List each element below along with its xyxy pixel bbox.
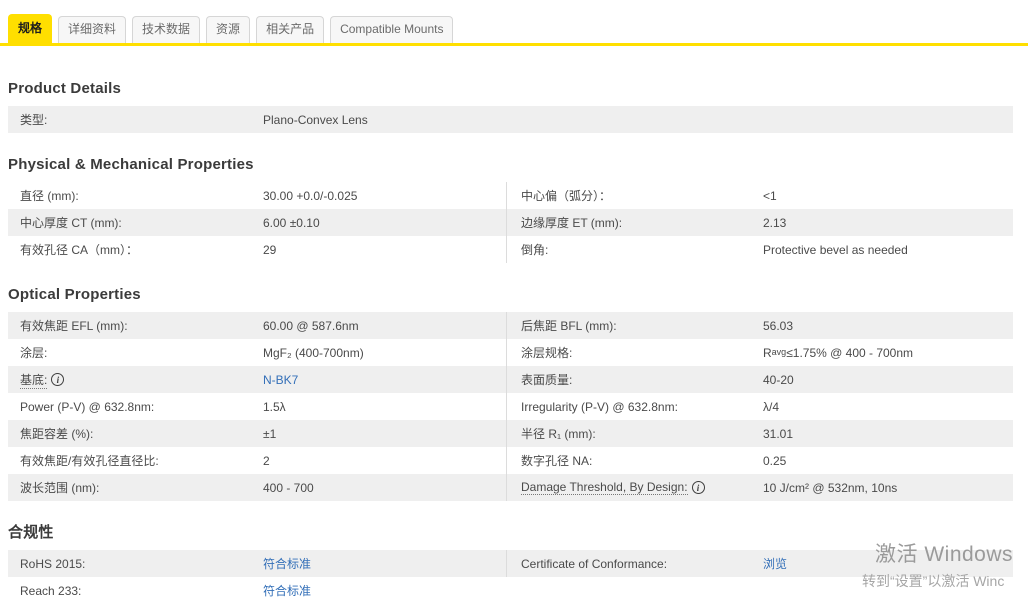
spec-value: 400 - 700 (263, 480, 314, 495)
spec-label: 波长范围 (nm): (20, 481, 100, 495)
spec-value: 1.5λ (263, 399, 286, 414)
spec-label: Irregularity (P-V) @ 632.8nm: (506, 393, 763, 420)
spec-label: 有效孔径 CA（mm）： (20, 243, 138, 257)
spec-content: Product Details 类型: Plano-Convex Lens Ph… (0, 80, 1028, 604)
spec-label: Damage Threshold, By Design: i (506, 474, 763, 501)
section-heading-compliance: 合规性 (8, 524, 54, 541)
spec-label: 表面质量: (506, 366, 763, 393)
table-row: 有效焦距 EFL (mm): 60.00 @ 587.6nm 后焦距 BFL (… (8, 312, 1013, 339)
spec-value: 符合标准 (263, 550, 506, 577)
spec-value: 6.00 ±0.10 (263, 215, 320, 230)
table-row: 波长范围 (nm): 400 - 700 Damage Threshold, B… (8, 474, 1013, 501)
table-row: 中心厚度 CT (mm): 6.00 ±0.10 边缘厚度 ET (mm): 2… (8, 209, 1013, 236)
spec-value: 0.25 (763, 453, 787, 468)
tab-compatible-mounts[interactable]: Compatible Mounts (330, 16, 454, 43)
optical-table: 有效焦距 EFL (mm): 60.00 @ 587.6nm 后焦距 BFL (… (8, 312, 1013, 501)
spec-value: MgF₂ (400-700nm) (263, 345, 364, 360)
spec-label: 中心偏（弧分）： (506, 182, 763, 209)
spec-value: <1 (763, 188, 777, 203)
spec-value: ±1 (263, 426, 277, 441)
spec-value: 40-20 (763, 372, 794, 387)
table-row: RoHS 2015: 符合标准 Certificate of Conforman… (8, 550, 1013, 577)
spec-value: Plano-Convex Lens (263, 112, 368, 127)
table-row: Reach 233: 符合标准 (8, 577, 1013, 604)
tab-technical-data[interactable]: 技术数据 (132, 16, 201, 43)
spec-value: Protective bevel as needed (763, 242, 908, 257)
table-row: Power (P-V) @ 632.8nm: 1.5λ Irregularity… (8, 393, 1013, 420)
spec-label: 半径 R₁ (mm): (506, 420, 763, 447)
table-row: 有效焦距/有效孔径直径比: 2 数字孔径 NA: 0.25 (8, 447, 1013, 474)
spec-value: 29 (263, 242, 277, 257)
spec-label: RoHS 2015: (20, 556, 86, 571)
certificate-view-link[interactable]: 浏览 (763, 557, 788, 571)
spec-label: 数字孔径 NA: (506, 447, 763, 474)
tab-related-products[interactable]: 相关产品 (256, 16, 325, 43)
value-base: R (763, 345, 772, 360)
spec-value: 31.01 (763, 426, 794, 441)
spec-value: 2 (263, 453, 270, 468)
section-heading-optical: Optical Properties (8, 286, 141, 303)
table-row: 基底: i N-BK7 表面质量: 40-20 (8, 366, 1013, 393)
tab-resources[interactable]: 资源 (206, 16, 251, 43)
spec-label: 基底: i (8, 366, 263, 393)
section-heading-product-details: Product Details (8, 80, 122, 97)
table-row: 直径 (mm): 30.00 +0.0/-0.025 中心偏（弧分）： <1 (8, 182, 1013, 209)
substrate-label: 基底: (20, 372, 48, 389)
spec-value: 60.00 @ 587.6nm (263, 318, 359, 333)
substrate-link[interactable]: N-BK7 (263, 372, 299, 387)
value-subscript: avg (771, 347, 787, 357)
spec-label: 倒角: (506, 236, 763, 263)
spec-value: N-BK7 (263, 366, 506, 393)
rohs-compliant-link[interactable]: 符合标准 (263, 557, 312, 571)
spec-label: 涂层: (20, 346, 48, 360)
section-heading-physical: Physical & Mechanical Properties (8, 156, 254, 173)
tab-bar: 规格 详细资料 技术数据 资源 相关产品 Compatible Mounts (0, 0, 1028, 43)
spec-label: 类型: (20, 113, 48, 127)
table-row: 焦距容差 (%): ±1 半径 R₁ (mm): 31.01 (8, 420, 1013, 447)
spec-label: 有效焦距 EFL (mm): (20, 319, 128, 333)
damage-threshold-label: Damage Threshold, By Design: (521, 480, 688, 495)
compliance-table: RoHS 2015: 符合标准 Certificate of Conforman… (8, 550, 1013, 604)
reach-compliant-link[interactable]: 符合标准 (263, 584, 312, 598)
spec-value: 10 J/cm² @ 532nm, 10ns (763, 480, 898, 495)
spec-value: λ/4 (763, 399, 780, 414)
tab-details[interactable]: 详细资料 (58, 16, 127, 43)
spec-label: 边缘厚度 ET (mm): (506, 209, 763, 236)
product-details-table: 类型: Plano-Convex Lens (8, 106, 1013, 133)
accent-underline-bar (0, 43, 1028, 46)
tab-specifications[interactable]: 规格 (8, 14, 53, 43)
value-rest: ≤1.75% @ 400 - 700nm (786, 345, 914, 360)
info-icon[interactable]: i (51, 373, 65, 386)
spec-label: 后焦距 BFL (mm): (506, 312, 763, 339)
spec-label: Certificate of Conformance: (506, 550, 763, 577)
spec-value: 56.03 (763, 318, 794, 333)
spec-label: 直径 (mm): (20, 189, 79, 203)
physical-table: 直径 (mm): 30.00 +0.0/-0.025 中心偏（弧分）： <1 中… (8, 182, 1013, 263)
spec-label: 中心厚度 CT (mm): (20, 216, 122, 230)
spec-value: 30.00 +0.0/-0.025 (263, 188, 358, 203)
info-icon[interactable]: i (691, 481, 705, 494)
spec-label: 涂层规格: (506, 339, 763, 366)
spec-label: 有效焦距/有效孔径直径比: (20, 454, 159, 468)
spec-value: 2.13 (763, 215, 787, 230)
spec-label: Reach 233: (20, 583, 82, 598)
spec-label: Power (P-V) @ 632.8nm: (20, 399, 155, 414)
spec-value: 符合标准 (263, 577, 506, 604)
table-row: 有效孔径 CA（mm）： 29 倒角: Protective bevel as … (8, 236, 1013, 263)
spec-label: 焦距容差 (%): (20, 427, 94, 441)
spec-value: 浏览 (763, 550, 1013, 577)
table-row: 类型: Plano-Convex Lens (8, 106, 1013, 133)
